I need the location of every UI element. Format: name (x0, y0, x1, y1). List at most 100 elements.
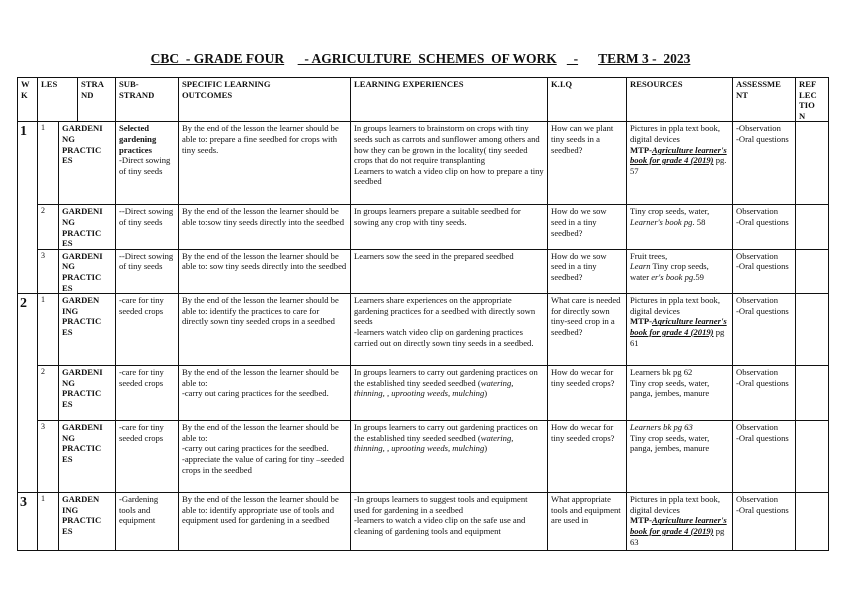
text-segment: Learner's book pg (630, 216, 693, 227)
substrand-cell: -care for tiny seeded crops (115, 365, 179, 422)
header-resources: RESOURCES (626, 76, 733, 123)
experiences-cell: Learners sow the seed in the prepared se… (350, 248, 548, 295)
header-wk: W K (17, 76, 38, 123)
text-segment: Tiny crop seeds, water, (630, 206, 710, 217)
experiences-cell: In groups learners prepare a suitable se… (350, 204, 548, 250)
text-segment: pg 63 (630, 525, 725, 547)
text-segment: Agriculture learner's book for grade 4 (… (630, 316, 727, 337)
lesson-number: 2 (37, 204, 59, 250)
text-segment: --Direct sowing of tiny seeds (119, 206, 174, 227)
text-segment: How can we plant tiny seeds in a seedbed… (551, 123, 614, 155)
assessment-cell: Observation -Oral questions (732, 204, 796, 250)
text-segment: Pictures in ppla text book, digital devi… (630, 123, 720, 144)
reflection-cell (795, 121, 829, 206)
table-row: 2 GARDENI NG PRACTIC ES -care for tiny see… (18, 365, 829, 422)
text-segment: How do wecar for tiny seeded crops? (551, 422, 615, 443)
text-segment: Observation -Oral questions (736, 494, 789, 515)
substrand-cell: -care for tiny seeded crops (115, 293, 179, 367)
text-segment: Learners bk pg 62 Tiny crop seeds, water… (630, 367, 710, 399)
text-segment: By the end of the lesson the learner sho… (182, 494, 339, 526)
text-segment: -care for tiny seeded crops (119, 422, 164, 443)
text-segment: Learners share experiences on the approp… (354, 295, 536, 348)
text-segment: What care is needed for directly sown ti… (551, 295, 621, 337)
assessment-cell: Observation -Oral questions (732, 248, 796, 295)
text-segment: What appropriate tools and equipment are… (551, 494, 621, 526)
reflection-cell (795, 420, 829, 494)
title-part: - (566, 51, 579, 66)
text-segment: By the end of the lesson the learner sho… (182, 250, 347, 272)
resources-cell: Pictures in ppla text book, digital devi… (626, 492, 733, 552)
resources-cell: Learners bk pg 63 Tiny crop seeds, water… (626, 420, 733, 494)
reflection-cell (795, 248, 829, 295)
reflection-cell (795, 492, 829, 552)
experiences-cell: -In groups learners to suggest tools and… (350, 492, 548, 552)
text-segment: --Direct sowing of tiny seeds (119, 250, 174, 272)
text-segment: Selected gardening practices (119, 123, 157, 155)
experiences-cell: In groups learners to carry out gardenin… (350, 365, 548, 422)
experiences-cell: In groups learners to carry out gardenin… (350, 420, 548, 494)
text-segment: Observation -Oral questions (736, 422, 789, 443)
resources-cell: Learners bk pg 62 Tiny crop seeds, water… (626, 365, 733, 422)
kiq-cell: How can we plant tiny seeds in a seedbed… (547, 121, 627, 206)
text-segment: watering, thinning, , uprooting weeds, m… (354, 432, 514, 454)
text-segment: ) (484, 388, 488, 399)
text-segment: Pictures in ppla text book, digital devi… (630, 494, 720, 515)
lesson-number: 1 (37, 293, 59, 367)
strand-cell: GARDENI NG PRACTIC ES (58, 365, 116, 422)
strand-cell: GARDENI NG PRACTIC ES (58, 121, 116, 206)
text-segment: How do wecar for tiny seeded crops? (551, 367, 615, 388)
text-segment: MTP- (630, 316, 652, 327)
strand-cell: GARDENI NG PRACTIC ES (58, 204, 116, 250)
table-row: 2 1 GARDEN ING PRACTIC ES -care for tiny se… (17, 293, 829, 494)
week-number: 2 (17, 293, 38, 494)
strand-cell: GARDENI NG PRACTIC ES (58, 248, 116, 295)
resources-cell: Fruit trees, Learn Tiny crop seeds, wate… (626, 248, 733, 295)
text-segment: watering, thinning, , uprooting weeds, m… (354, 377, 514, 399)
outcomes-cell: By the end of the lesson the learner sho… (178, 492, 351, 552)
text-segment: . 58 (692, 216, 706, 227)
strand-cell: GARDENI NG PRACTIC ES (58, 420, 116, 494)
text-segment: -Direct sowing of tiny seeds (119, 155, 171, 176)
text-segment: Observation -Oral questions (736, 206, 789, 227)
lesson-number: 1 (37, 121, 59, 206)
text-segment: Agriculture learner's book for grade 4 (… (630, 144, 727, 166)
table-row: 3 GARDENI NG PRACTIC ES -care for tiny see… (18, 420, 829, 494)
text-segment: Learners bk pg 63 (630, 422, 693, 433)
reflection-cell (795, 293, 829, 367)
outcomes-cell: By the end of the lesson the learner sho… (178, 365, 351, 422)
resources-cell: Tiny crop seeds, water, Learner's book p… (626, 204, 733, 250)
strand-cell: GARDEN ING PRACTIC ES (58, 293, 116, 367)
lesson-number: 2 (37, 365, 59, 422)
text-segment: By the end of the lesson the learner sho… (182, 206, 345, 227)
document-title: CBC - GRADE FOUR - AGRICULTURE SCHEMES O… (0, 51, 841, 67)
text-segment: Observation -Oral questions (736, 250, 789, 272)
text-segment: MTP- (630, 515, 652, 526)
kiq-cell: How do we sow seed in a tiny seedbed? (547, 248, 627, 295)
text-segment: How do we sow seed in a tiny seedbed? (551, 206, 607, 238)
substrand-cell: -care for tiny seeded crops (115, 420, 179, 494)
text-segment: Observation -Oral questions (736, 295, 789, 316)
text-segment: Tiny crop seeds, water (630, 261, 709, 282)
text-segment: Tiny crop seeds, water, panga, jembes, m… (630, 432, 710, 454)
resources-cell: Pictures in ppla text book, digital devi… (626, 293, 733, 367)
text-segment: How do we sow seed in a tiny seedbed? (551, 250, 607, 282)
text-segment: By the end of the lesson the learner sho… (182, 367, 339, 399)
outcomes-cell: By the end of the lesson the learner sho… (178, 204, 351, 250)
text-segment: In groups learners to carry out gardenin… (354, 422, 538, 443)
table-row: 2 GARDENI NG PRACTIC ES --Direct sowing of… (18, 204, 829, 250)
text-segment: -Gardening tools and equipment (119, 494, 159, 526)
experiences-cell: In groups learners to brainstorm on crop… (350, 121, 548, 206)
header-kiq: K.I.Q (547, 76, 627, 123)
lesson-number: 3 (37, 248, 59, 295)
assessment-cell: Observation -Oral questions (732, 365, 796, 422)
kiq-cell: How do we sow seed in a tiny seedbed? (547, 204, 627, 250)
text-segment: pg 61 (630, 326, 725, 348)
text-segment: er's book pg (651, 271, 694, 282)
substrand-cell: --Direct sowing of tiny seeds (115, 204, 179, 250)
text-segment: In groups learners to carry out gardenin… (354, 367, 538, 388)
outcomes-cell: By the end of the lesson the learner sho… (178, 248, 351, 295)
text-segment: pg. 57 (630, 155, 727, 176)
text-segment: .59 (693, 271, 704, 282)
substrand-cell: --Direct sowing of tiny seeds (115, 248, 179, 295)
text-segment: By the end of the lesson the learner sho… (182, 295, 339, 327)
